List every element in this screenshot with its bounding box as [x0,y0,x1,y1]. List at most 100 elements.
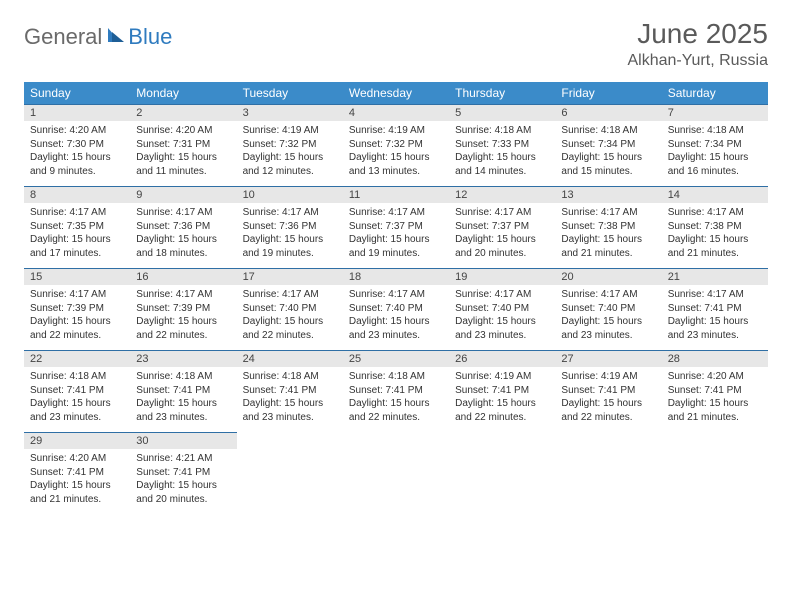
daylight-text-1: Daylight: 15 hours [561,315,655,329]
calendar-day-cell: 13Sunrise: 4:17 AMSunset: 7:38 PMDayligh… [555,186,661,268]
sunset-text: Sunset: 7:41 PM [30,466,124,480]
daylight-text-1: Daylight: 15 hours [30,397,124,411]
daylight-text-2: and 14 minutes. [455,165,549,179]
daylight-text-2: and 22 minutes. [30,329,124,343]
daylight-text-1: Daylight: 15 hours [243,151,337,165]
day-number: 8 [24,186,130,203]
weekday-header-row: Sunday Monday Tuesday Wednesday Thursday… [24,82,768,104]
calendar-day-cell: 7Sunrise: 4:18 AMSunset: 7:34 PMDaylight… [662,104,768,186]
sunrise-text: Sunrise: 4:17 AM [243,206,337,220]
sunrise-text: Sunrise: 4:18 AM [136,370,230,384]
day-body: Sunrise: 4:17 AMSunset: 7:35 PMDaylight:… [24,203,130,268]
calendar-day-cell: 2Sunrise: 4:20 AMSunset: 7:31 PMDaylight… [130,104,236,186]
daylight-text-2: and 23 minutes. [243,411,337,425]
calendar-week-row: 29Sunrise: 4:20 AMSunset: 7:41 PMDayligh… [24,432,768,514]
daylight-text-2: and 22 minutes. [561,411,655,425]
weekday-header: Tuesday [237,82,343,104]
logo: General Blue [24,24,172,50]
day-number: 7 [662,104,768,121]
calendar-day-cell: .. [343,432,449,514]
day-body: Sunrise: 4:18 AMSunset: 7:41 PMDaylight:… [343,367,449,432]
day-number: 11 [343,186,449,203]
day-body: Sunrise: 4:17 AMSunset: 7:40 PMDaylight:… [449,285,555,350]
day-number: 21 [662,268,768,285]
daylight-text-1: Daylight: 15 hours [349,233,443,247]
day-body: Sunrise: 4:18 AMSunset: 7:41 PMDaylight:… [24,367,130,432]
sunrise-text: Sunrise: 4:18 AM [349,370,443,384]
calendar-day-cell: 12Sunrise: 4:17 AMSunset: 7:37 PMDayligh… [449,186,555,268]
sunrise-text: Sunrise: 4:18 AM [243,370,337,384]
daylight-text-1: Daylight: 15 hours [668,233,762,247]
day-body: Sunrise: 4:17 AMSunset: 7:39 PMDaylight:… [130,285,236,350]
sunrise-text: Sunrise: 4:19 AM [243,124,337,138]
sunset-text: Sunset: 7:41 PM [668,384,762,398]
daylight-text-2: and 17 minutes. [30,247,124,261]
daylight-text-2: and 13 minutes. [349,165,443,179]
day-number: 10 [237,186,343,203]
day-number: 16 [130,268,236,285]
sunset-text: Sunset: 7:41 PM [455,384,549,398]
daylight-text-1: Daylight: 15 hours [243,233,337,247]
daylight-text-1: Daylight: 15 hours [561,397,655,411]
daylight-text-2: and 21 minutes. [30,493,124,507]
weekday-header: Sunday [24,82,130,104]
calendar-week-row: 1Sunrise: 4:20 AMSunset: 7:30 PMDaylight… [24,104,768,186]
sunset-text: Sunset: 7:31 PM [136,138,230,152]
daylight-text-2: and 23 minutes. [349,329,443,343]
sunrise-text: Sunrise: 4:18 AM [668,124,762,138]
logo-text-general: General [24,24,102,50]
calendar-day-cell: 14Sunrise: 4:17 AMSunset: 7:38 PMDayligh… [662,186,768,268]
calendar-day-cell: 18Sunrise: 4:17 AMSunset: 7:40 PMDayligh… [343,268,449,350]
day-body: Sunrise: 4:17 AMSunset: 7:37 PMDaylight:… [343,203,449,268]
calendar-day-cell: 5Sunrise: 4:18 AMSunset: 7:33 PMDaylight… [449,104,555,186]
day-number: 5 [449,104,555,121]
day-body: Sunrise: 4:21 AMSunset: 7:41 PMDaylight:… [130,449,236,514]
sunset-text: Sunset: 7:40 PM [349,302,443,316]
daylight-text-1: Daylight: 15 hours [136,233,230,247]
sunset-text: Sunset: 7:39 PM [30,302,124,316]
month-title: June 2025 [627,18,768,50]
daylight-text-1: Daylight: 15 hours [243,315,337,329]
sunset-text: Sunset: 7:34 PM [668,138,762,152]
sunrise-text: Sunrise: 4:17 AM [136,288,230,302]
daylight-text-2: and 15 minutes. [561,165,655,179]
sunset-text: Sunset: 7:33 PM [455,138,549,152]
logo-text-blue: Blue [128,24,172,50]
sunset-text: Sunset: 7:37 PM [455,220,549,234]
daylight-text-2: and 23 minutes. [561,329,655,343]
sunrise-text: Sunrise: 4:17 AM [561,288,655,302]
day-body: Sunrise: 4:18 AMSunset: 7:34 PMDaylight:… [662,121,768,186]
calendar-day-cell: 29Sunrise: 4:20 AMSunset: 7:41 PMDayligh… [24,432,130,514]
sunrise-text: Sunrise: 4:20 AM [30,452,124,466]
location: Alkhan-Yurt, Russia [627,52,768,70]
sunrise-text: Sunrise: 4:21 AM [136,452,230,466]
day-body: Sunrise: 4:18 AMSunset: 7:41 PMDaylight:… [237,367,343,432]
calendar-day-cell: 9Sunrise: 4:17 AMSunset: 7:36 PMDaylight… [130,186,236,268]
day-number: 9 [130,186,236,203]
day-number: 18 [343,268,449,285]
calendar-day-cell: 28Sunrise: 4:20 AMSunset: 7:41 PMDayligh… [662,350,768,432]
weekday-header: Monday [130,82,236,104]
calendar-day-cell: 23Sunrise: 4:18 AMSunset: 7:41 PMDayligh… [130,350,236,432]
day-number: 13 [555,186,661,203]
day-body: Sunrise: 4:17 AMSunset: 7:40 PMDaylight:… [237,285,343,350]
sunrise-text: Sunrise: 4:17 AM [455,288,549,302]
sunset-text: Sunset: 7:30 PM [30,138,124,152]
calendar-day-cell: 10Sunrise: 4:17 AMSunset: 7:36 PMDayligh… [237,186,343,268]
day-number: 4 [343,104,449,121]
daylight-text-1: Daylight: 15 hours [668,315,762,329]
day-number: 3 [237,104,343,121]
daylight-text-1: Daylight: 15 hours [455,397,549,411]
calendar-day-cell: 16Sunrise: 4:17 AMSunset: 7:39 PMDayligh… [130,268,236,350]
sunrise-text: Sunrise: 4:17 AM [30,206,124,220]
daylight-text-2: and 19 minutes. [243,247,337,261]
daylight-text-1: Daylight: 15 hours [349,397,443,411]
daylight-text-2: and 16 minutes. [668,165,762,179]
day-number: 15 [24,268,130,285]
sunrise-text: Sunrise: 4:17 AM [243,288,337,302]
calendar-table: Sunday Monday Tuesday Wednesday Thursday… [24,82,768,514]
daylight-text-1: Daylight: 15 hours [30,479,124,493]
calendar-day-cell: 24Sunrise: 4:18 AMSunset: 7:41 PMDayligh… [237,350,343,432]
day-number: 6 [555,104,661,121]
day-number: 14 [662,186,768,203]
